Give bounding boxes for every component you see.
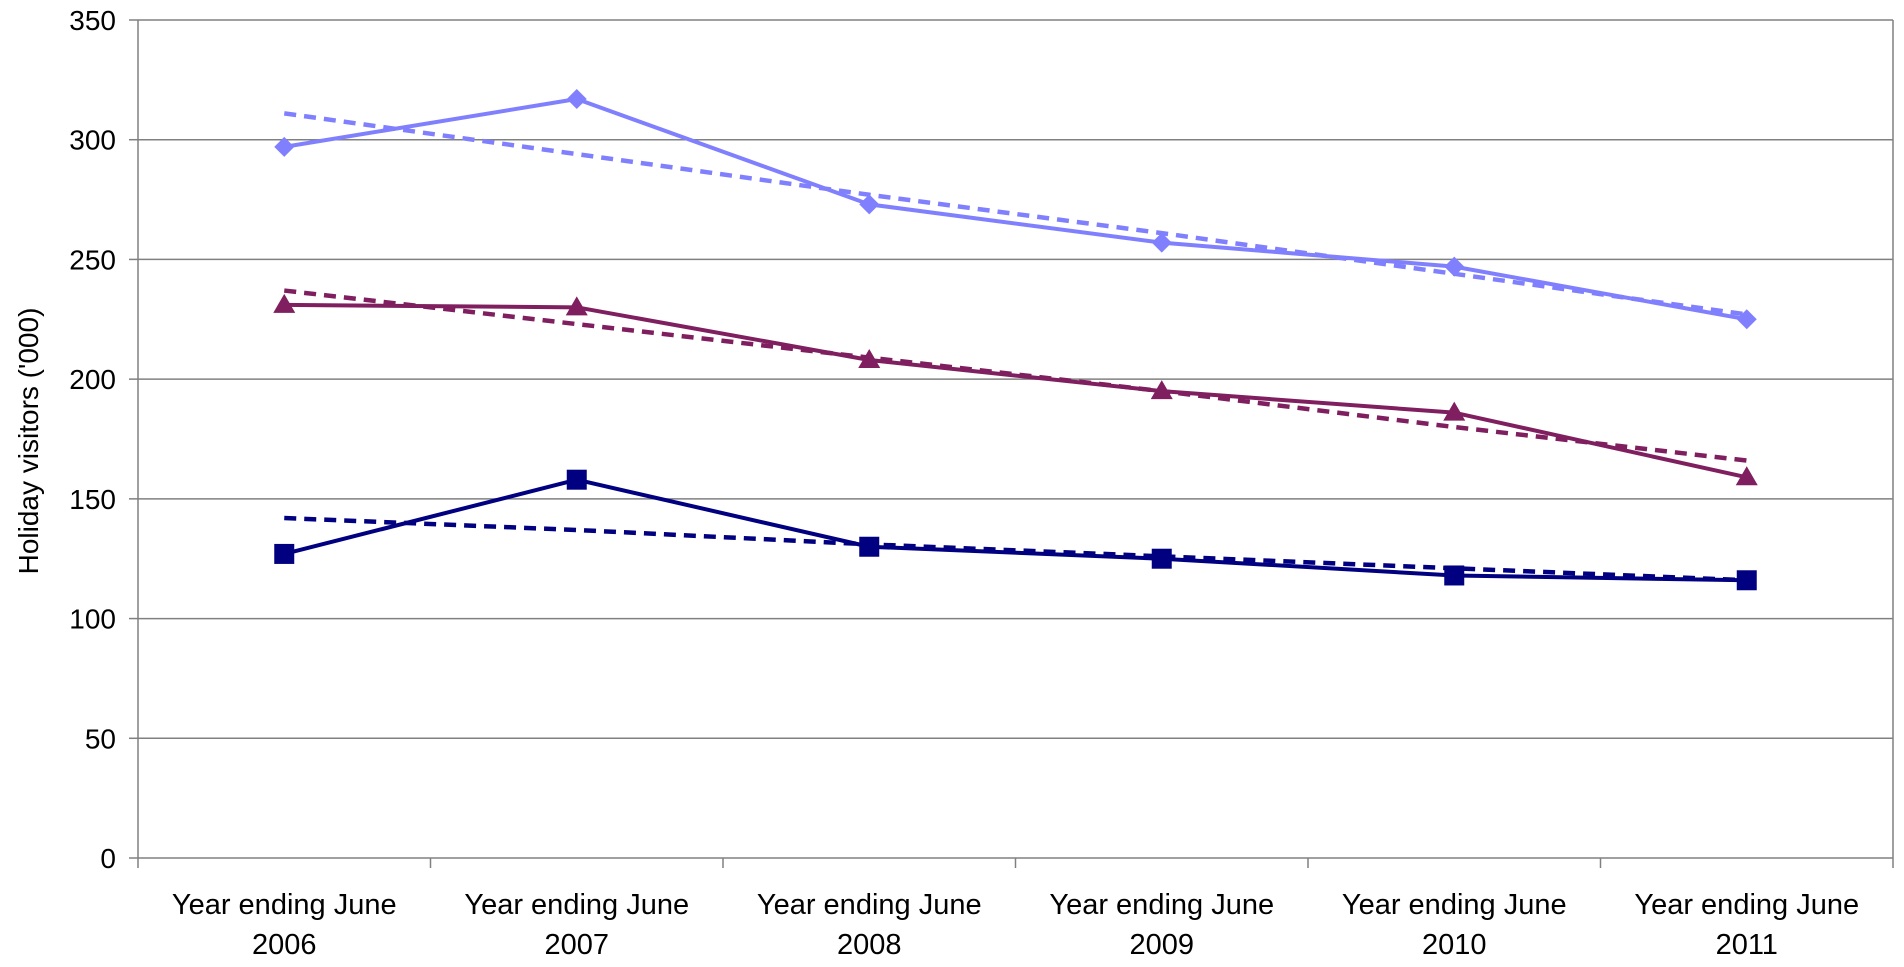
x-tick-label: Year ending June 2007 — [464, 889, 689, 961]
y-tick-label: 100 — [69, 604, 116, 635]
data-point-square — [566, 469, 587, 490]
data-point-square — [859, 536, 880, 557]
data-point-square — [1444, 565, 1465, 586]
data-point-diamond — [566, 89, 587, 110]
y-tick-label: 250 — [69, 244, 116, 275]
y-tick-label: 150 — [69, 484, 116, 515]
series-line-square — [283, 477, 1747, 583]
y-tick-label: 300 — [69, 125, 116, 156]
series-line-diamond — [283, 97, 1748, 322]
series-lines — [283, 97, 1748, 583]
y-tick-label: 50 — [85, 723, 116, 754]
axis-labels: 0 50 100 150 200 250 300 350 Year ending June 200… — [13, 5, 1859, 961]
data-point-square — [1151, 548, 1172, 569]
data-point-triangle — [565, 296, 588, 316]
data-point-triangle — [1735, 466, 1758, 486]
trendline-triangle — [283, 288, 1748, 463]
data-point-diamond — [859, 194, 880, 215]
data-point-triangle — [1150, 380, 1173, 400]
data-point-triangle — [1443, 401, 1466, 421]
gridlines — [138, 19, 1893, 740]
data-point-diamond — [1151, 232, 1172, 253]
data-point-diamond — [274, 136, 295, 157]
y-axis-title: Holiday visitors ('000) — [13, 308, 44, 575]
x-tick-label: Year ending June 2011 — [1634, 889, 1859, 961]
axes — [129, 19, 1894, 868]
x-tick-label: Year ending June 2006 — [172, 889, 397, 961]
trendlines — [283, 111, 1748, 583]
data-point-diamond — [1736, 309, 1757, 330]
y-tick-label: 0 — [100, 843, 116, 874]
x-tick-label: Year ending June 2008 — [757, 889, 982, 961]
y-tick-label: 350 — [69, 5, 116, 36]
series-line-triangle — [284, 302, 1748, 480]
data-point-triangle — [273, 293, 296, 313]
trendline-diamond — [283, 111, 1748, 317]
data-point-square — [274, 543, 295, 564]
x-tick-label: Year ending June 2010 — [1342, 889, 1567, 961]
x-tick-label: Year ending June 2009 — [1049, 889, 1274, 961]
y-tick-label: 200 — [69, 364, 116, 395]
data-point-diamond — [1444, 256, 1465, 277]
trendline-square — [284, 515, 1747, 583]
series-markers — [273, 89, 1758, 591]
data-point-triangle — [858, 348, 881, 368]
data-point-square — [1736, 570, 1757, 591]
